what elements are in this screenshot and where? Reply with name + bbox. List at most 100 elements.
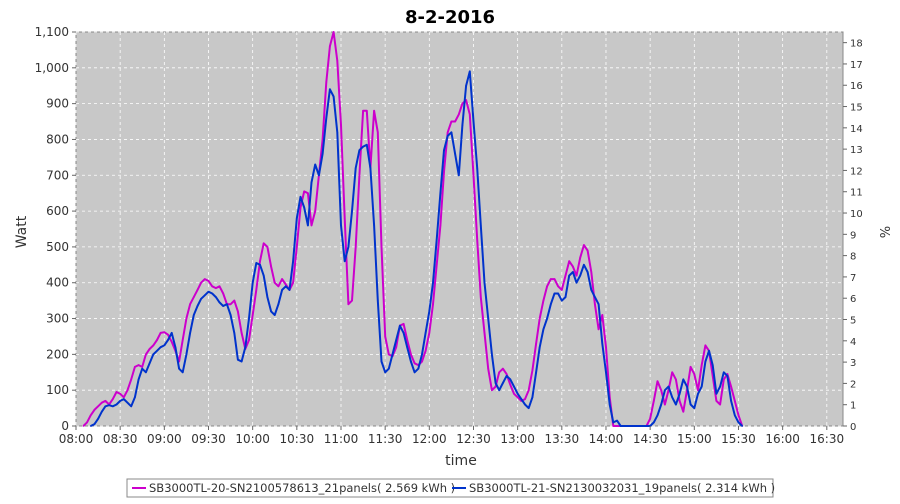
- y2-tick-label: 14: [850, 124, 863, 135]
- series-2-point: [491, 353, 493, 356]
- series-2-point: [450, 131, 453, 134]
- y2-tick-label: 13: [850, 145, 863, 156]
- series-2-point: [494, 382, 497, 384]
- series-2-point: [428, 310, 431, 313]
- series-2-point: [388, 367, 390, 370]
- series-2-point: [410, 360, 412, 363]
- series-2-point: [115, 403, 118, 406]
- y-tick-label: 300: [46, 312, 69, 326]
- series-1-point: [233, 299, 236, 302]
- series-2-point: [465, 84, 467, 87]
- series-2-point: [487, 317, 490, 320]
- series-2-point: [226, 303, 228, 306]
- series-2-point: [292, 260, 294, 263]
- series-2-point: [557, 292, 559, 295]
- series-2-point: [708, 350, 710, 352]
- y-tick-label: 800: [46, 132, 69, 146]
- series-1-point: [262, 242, 265, 245]
- series-1-point: [524, 398, 526, 400]
- series-2-point: [288, 289, 291, 291]
- series-1-point: [229, 303, 232, 306]
- series-1-point: [737, 414, 740, 417]
- y-tick-label: 200: [46, 347, 69, 361]
- series-2-point: [435, 238, 438, 241]
- series-1-point: [586, 249, 589, 252]
- series-1-point: [123, 396, 125, 399]
- series-1-point: [222, 292, 224, 295]
- series-2-point: [531, 396, 534, 399]
- series-1-point: [255, 289, 258, 291]
- series-1-point: [119, 393, 121, 395]
- series-1-point: [483, 332, 486, 334]
- series-1-point: [594, 303, 596, 306]
- series-1-point: [115, 391, 118, 393]
- series-1-point: [550, 278, 552, 280]
- y2-tick-label: 1: [850, 401, 856, 412]
- series-1-point: [531, 369, 534, 372]
- series-2-point: [244, 346, 247, 349]
- y2-tick-label: 5: [850, 316, 856, 327]
- series-1-point: [568, 260, 570, 263]
- series-1-point: [446, 131, 449, 134]
- legend: SB3000TL-20-SN2100578613_21panels( 2.569…: [126, 478, 775, 498]
- series-2-point: [421, 353, 423, 356]
- series-2-point: [377, 299, 379, 302]
- series-2-point: [553, 292, 556, 295]
- series-1-point: [259, 260, 261, 263]
- x-tick-label: 13:30: [545, 432, 580, 446]
- series-1-point: [395, 346, 398, 349]
- series-2-point: [112, 405, 114, 408]
- series-2-point: [126, 401, 129, 404]
- series-2-point: [237, 358, 239, 361]
- series-2-point: [443, 149, 445, 151]
- series-1-point: [421, 360, 423, 363]
- series-2-point: [314, 163, 317, 166]
- series-2-point: [373, 224, 375, 227]
- series-2-point: [601, 342, 604, 345]
- series-1-point: [502, 367, 504, 370]
- series-2-point: [163, 344, 166, 347]
- series-1-point: [432, 303, 434, 306]
- series-1-point: [538, 317, 541, 320]
- series-1-point: [200, 281, 202, 284]
- series-2-point: [108, 404, 110, 407]
- legend-box: [126, 478, 774, 498]
- series-1-point: [141, 366, 143, 368]
- series-2-point: [616, 419, 618, 422]
- x-axis-label: time: [445, 453, 477, 469]
- y2-tick-label: 16: [850, 81, 863, 92]
- series-2-point: [329, 88, 331, 91]
- y-tick-label: 1,000: [35, 61, 69, 75]
- series-2-point: [413, 371, 416, 374]
- plot-background: [75, 31, 844, 427]
- series-2-point: [137, 378, 140, 381]
- series-1-point: [211, 285, 213, 288]
- x-tick-label: 08:00: [59, 432, 94, 446]
- series-2-point: [502, 382, 504, 384]
- series-2-point: [424, 332, 427, 334]
- series-1-point: [678, 400, 681, 402]
- series-2-point: [675, 403, 677, 406]
- legend-label-1: SB3000TL-20-SN2100578613_21panels( 2.569…: [149, 481, 455, 495]
- series-1-point: [682, 410, 685, 413]
- series-2-point: [572, 271, 574, 273]
- series-2-point: [211, 292, 213, 295]
- y-tick-label: 1,100: [35, 25, 69, 39]
- series-2-point: [152, 353, 155, 356]
- series-1-point: [373, 110, 375, 112]
- series-2-point: [594, 296, 596, 298]
- series-2-point: [737, 421, 740, 424]
- series-2-point: [207, 290, 210, 293]
- series-2-point: [634, 425, 637, 427]
- series-1-point: [498, 371, 501, 374]
- y-tick-label: 100: [46, 383, 69, 397]
- series-2-point: [189, 332, 191, 334]
- series-1-point: [384, 335, 387, 338]
- series-2-point: [215, 296, 217, 298]
- series-1-point: [170, 341, 173, 343]
- series-2-point: [472, 120, 475, 123]
- series-2-point: [476, 167, 479, 169]
- series-1-point: [377, 131, 379, 134]
- series-2-point: [336, 131, 339, 134]
- series-1-point: [413, 362, 416, 365]
